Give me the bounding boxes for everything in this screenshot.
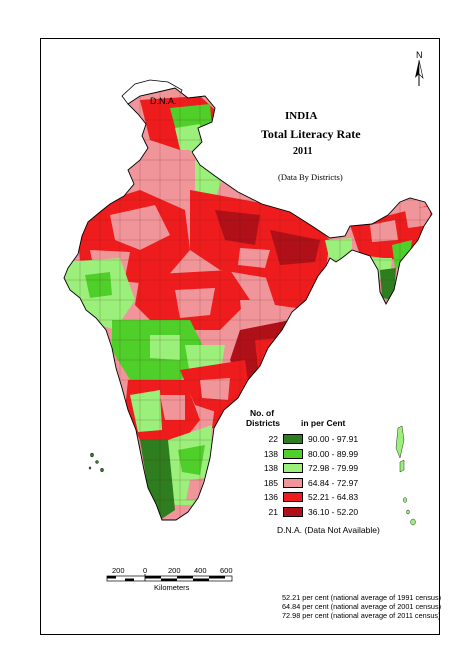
legend-range: 80.00 - 89.99 xyxy=(308,448,359,459)
national-average-note: 64.84 per cent (national average of 2001… xyxy=(282,602,442,611)
legend-district-count: 138 xyxy=(263,463,278,474)
legend-count-header-line1: No. of xyxy=(250,408,275,418)
map-subtitle: (Data By Districts) xyxy=(278,172,343,182)
legend-swatch xyxy=(283,477,303,488)
legend-district-count: 136 xyxy=(263,492,278,503)
legend-unit-header: in per Cent xyxy=(301,418,346,428)
legend-range: 90.00 - 97.91 xyxy=(308,434,359,444)
legend-row: 185 64.84 - 72.97 xyxy=(250,477,390,489)
national-average-note: 72.98 per cent (national average of 2011… xyxy=(282,611,441,620)
legend-swatch xyxy=(283,507,303,517)
legend-range: 36.10 - 52.20 xyxy=(308,507,359,517)
legend-row: 22 90.00 - 97.91 xyxy=(250,434,390,445)
scale-unit-label: Kilometers xyxy=(154,583,190,592)
legend-swatch xyxy=(283,492,303,503)
scale-tick-label: 200 xyxy=(112,566,125,575)
legend-district-count: 185 xyxy=(263,477,278,488)
map-title: Total Literacy Rate xyxy=(261,127,361,141)
north-label: N xyxy=(416,50,423,60)
lakshadweep-islands xyxy=(88,452,104,473)
legend-row: 21 36.10 - 52.20 xyxy=(250,507,390,518)
scale-bar xyxy=(106,574,233,582)
legend-swatch xyxy=(283,434,303,444)
legend-row: 138 80.00 - 89.99 xyxy=(250,448,390,460)
scale-tick-label: 200 xyxy=(168,566,181,575)
scale-tick-label: 0 xyxy=(143,566,148,575)
legend-count-header-line2: Districts xyxy=(246,418,281,428)
map-title-country: INDIA xyxy=(285,110,318,122)
legend-swatch xyxy=(283,448,303,459)
legend-range: 64.84 - 72.97 xyxy=(308,477,359,488)
legend-district-count: 21 xyxy=(268,507,278,517)
dna-region-label: D.N.A. xyxy=(150,96,177,106)
legend-swatch xyxy=(283,463,303,474)
national-average-note: 52.21 per cent (national average of 1991… xyxy=(282,593,442,602)
scale-tick-label: 400 xyxy=(194,566,207,575)
map-title-year: 2011 xyxy=(293,146,313,157)
legend-row: 138 72.98 - 79.99 xyxy=(250,463,390,474)
north-arrow-icon xyxy=(415,59,424,86)
legend-district-count: 138 xyxy=(263,448,278,459)
legend-dna-note: D.N.A. (Data Not Available) xyxy=(277,525,380,535)
scale-tick-label: 600 xyxy=(220,566,233,575)
andaman-nicobar-islands xyxy=(395,425,416,526)
legend-row: 136 52.21 - 64.83 xyxy=(250,492,390,503)
legend-range: 52.21 - 64.83 xyxy=(308,492,359,503)
india-outline xyxy=(63,87,433,521)
legend-district-count: 22 xyxy=(268,434,278,444)
legend-range: 72.98 - 79.99 xyxy=(308,463,359,474)
